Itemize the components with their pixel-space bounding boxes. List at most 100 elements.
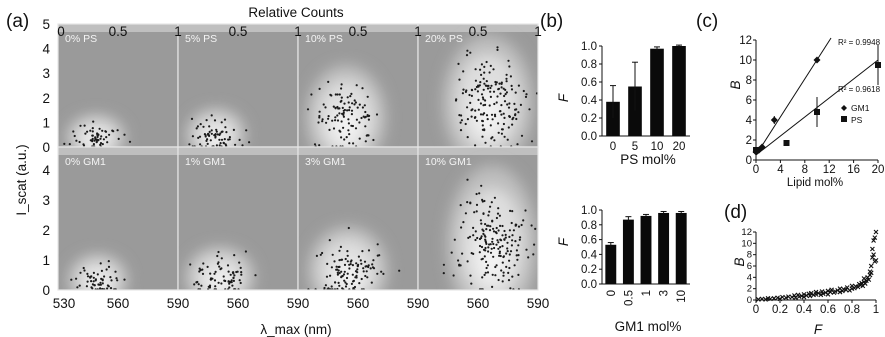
data-point <box>349 95 352 98</box>
data-point <box>459 121 462 124</box>
data-point <box>353 99 356 102</box>
data-point <box>476 236 479 240</box>
gm1-point <box>770 116 778 124</box>
data-point <box>354 276 357 279</box>
data-point <box>95 141 98 144</box>
data-point <box>500 269 503 272</box>
y-tick-label: 0.2 <box>581 264 597 276</box>
data-point <box>508 102 511 105</box>
data-point <box>493 246 496 250</box>
data-point <box>464 212 467 215</box>
y-tick-label: 4 <box>747 272 752 283</box>
data-point <box>501 128 504 131</box>
data-point <box>517 84 521 87</box>
data-point <box>511 210 514 213</box>
data-point <box>336 119 340 122</box>
data-point <box>216 254 219 258</box>
data-point <box>786 294 791 299</box>
data-point <box>345 282 348 286</box>
data-point <box>227 280 230 283</box>
panel-d-label: (d) <box>724 202 747 223</box>
data-point <box>239 266 242 269</box>
data-point <box>99 281 102 284</box>
data-point <box>363 104 366 107</box>
data-point <box>501 261 504 264</box>
x-tick-label: 530 <box>53 296 76 311</box>
data-point <box>114 270 117 273</box>
data-point <box>338 249 341 252</box>
x-tick-label: 10 <box>651 141 664 153</box>
data-point <box>350 109 354 112</box>
data-point <box>89 129 92 132</box>
data-point <box>344 281 347 284</box>
legend-gm1-label: GM1 <box>851 103 870 113</box>
data-point <box>116 129 119 132</box>
data-point <box>503 94 506 98</box>
data-point <box>862 281 868 286</box>
data-point <box>107 260 110 263</box>
data-point <box>338 93 341 96</box>
data-point <box>527 256 530 259</box>
data-point <box>506 247 509 250</box>
data-point <box>206 138 209 141</box>
subpanel-content <box>418 24 538 147</box>
data-point <box>479 81 482 84</box>
data-point <box>89 276 92 279</box>
data-point <box>215 130 218 133</box>
data-point <box>107 285 110 288</box>
data-point <box>511 234 514 237</box>
data-point <box>220 138 224 141</box>
data-point <box>487 250 490 253</box>
data-point <box>201 272 205 275</box>
y-tick-label: 0 <box>746 155 752 167</box>
data-point <box>336 93 339 96</box>
subpanel-content <box>178 147 298 290</box>
subpanel-label: 0% PS <box>65 33 97 45</box>
y-tick-label: 6 <box>746 95 752 107</box>
data-point <box>199 143 202 146</box>
panel-d-ylabel: B <box>732 257 747 266</box>
data-point <box>347 101 350 104</box>
data-point <box>484 240 487 243</box>
data-point <box>780 294 785 300</box>
data-point <box>502 112 505 115</box>
data-point <box>517 244 520 247</box>
data-point <box>509 287 512 290</box>
data-point <box>339 130 342 133</box>
data-point <box>213 279 217 282</box>
data-point <box>72 130 75 133</box>
data-point <box>205 119 208 122</box>
data-point <box>494 265 497 269</box>
data-point <box>499 254 502 258</box>
data-point <box>460 114 463 117</box>
data-point <box>350 282 353 285</box>
data-point <box>487 246 490 249</box>
data-point <box>492 68 495 71</box>
data-point <box>462 88 465 91</box>
data-point <box>505 77 508 80</box>
data-point <box>346 254 349 257</box>
data-point <box>488 229 492 232</box>
data-point <box>340 83 343 86</box>
data-point <box>498 250 501 253</box>
data-point <box>759 296 765 302</box>
data-point <box>199 269 202 272</box>
data-point <box>507 106 511 109</box>
data-point <box>481 119 484 122</box>
data-point <box>491 240 494 243</box>
top-tick-label: 1 <box>414 24 422 39</box>
data-point <box>222 275 225 278</box>
subpanel-top-band <box>298 24 418 32</box>
data-point <box>232 279 235 282</box>
data-point <box>343 102 346 105</box>
data-point <box>191 135 194 138</box>
data-point <box>213 272 216 275</box>
data-point <box>506 138 509 141</box>
data-point <box>105 136 108 139</box>
data-point <box>82 143 85 146</box>
data-point <box>507 279 511 282</box>
data-point <box>453 238 456 241</box>
data-point <box>219 132 222 135</box>
data-point <box>86 130 89 133</box>
data-point <box>491 220 494 223</box>
